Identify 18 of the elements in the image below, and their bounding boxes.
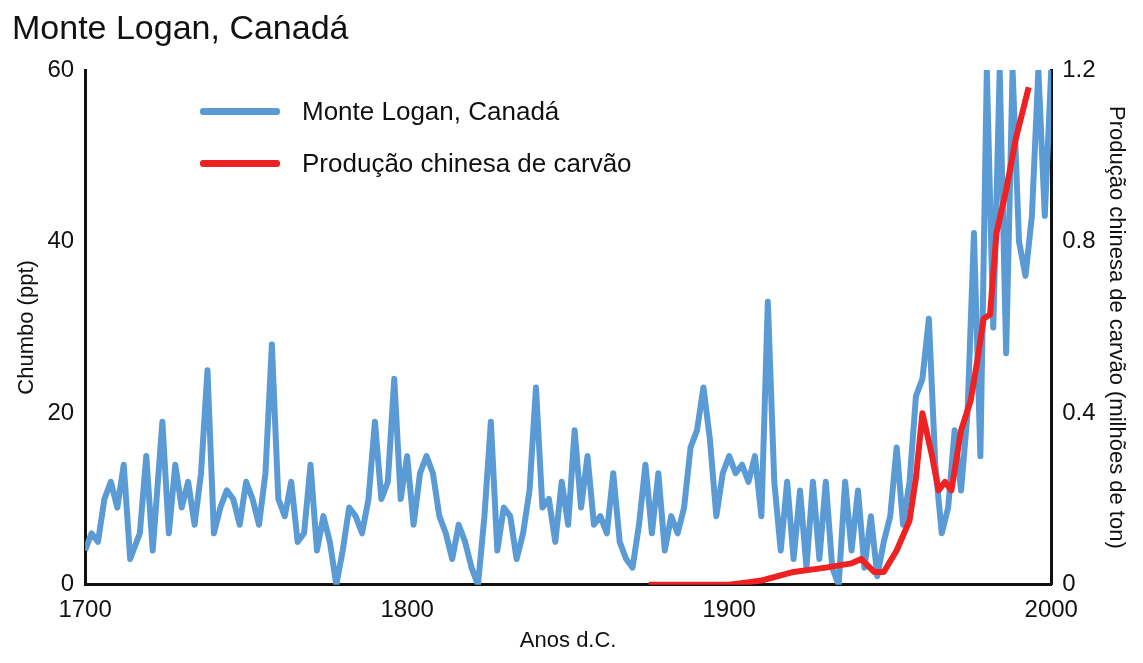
y-axis-title: Chumbo (ppt) [13, 260, 39, 395]
y2-axis-title: Produção chinesa de carvão (milhões de ton) [1104, 106, 1130, 549]
y-tick-label: 20 [47, 397, 75, 425]
x-axis-title: Anos d.C. [519, 626, 617, 652]
y2-tick-label: 0 [1062, 569, 1076, 597]
y-tick-label: 0 [60, 569, 75, 597]
x-tick-label: 1700 [58, 594, 112, 622]
y-tick-label: 60 [47, 54, 75, 82]
chart-title: Monte Logan, Canadá [12, 8, 349, 47]
x-tick-label: 2000 [1024, 594, 1078, 622]
x-tick-label: 1900 [702, 594, 756, 622]
y2-tick-label: 1.2 [1062, 54, 1096, 82]
y2-tick-label: 0.8 [1062, 226, 1096, 254]
y-tick-label: 40 [47, 226, 75, 254]
legend-label: Monte Logan, Canadá [302, 95, 560, 127]
legend-label: Produção chinesa de carvão [302, 147, 632, 179]
x-tick-label: 1800 [380, 594, 434, 622]
y2-tick-label: 0.4 [1062, 397, 1096, 425]
